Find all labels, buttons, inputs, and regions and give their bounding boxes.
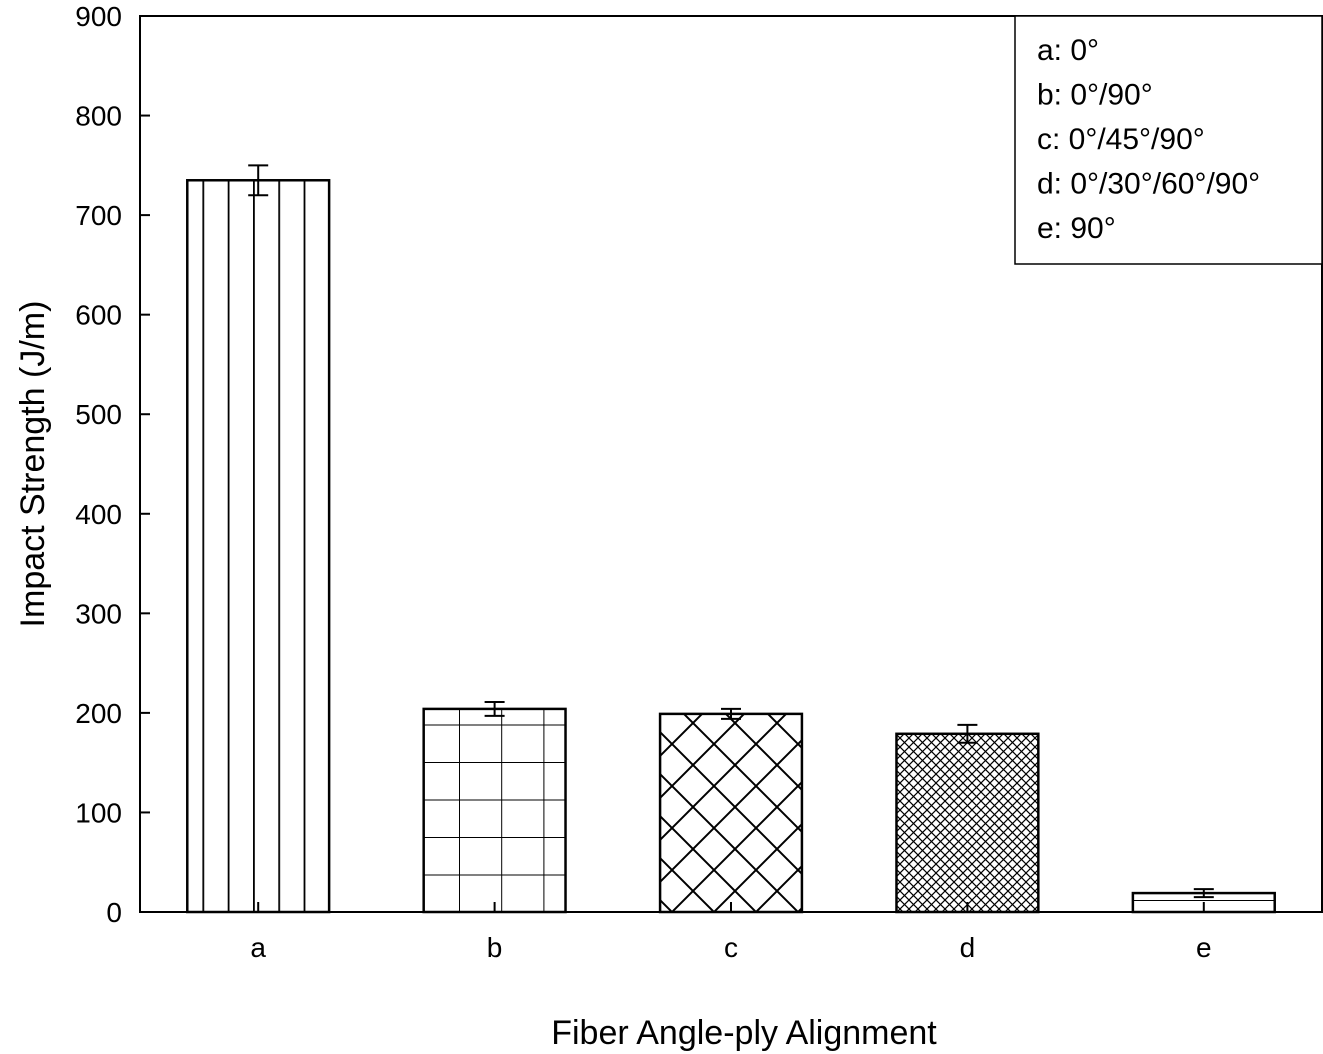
x-tick-label-d: d xyxy=(960,932,976,963)
x-tick-label-b: b xyxy=(487,932,503,963)
y-tick-label: 900 xyxy=(75,1,122,32)
legend-entry: c: 0°/45°/90° xyxy=(1037,123,1205,156)
y-tick-label: 800 xyxy=(75,101,122,132)
bar-c xyxy=(658,712,804,914)
y-tick-label: 500 xyxy=(75,399,122,430)
bar-a xyxy=(186,179,331,914)
legend-entry: d: 0°/30°/60°/90° xyxy=(1037,168,1260,201)
bars-group xyxy=(186,164,1276,914)
y-axis: 0 100 200 300 400 500 600 700 800 900 xyxy=(75,1,150,928)
y-tick-label: 600 xyxy=(75,300,122,331)
x-axis: a b c d e xyxy=(250,902,1212,963)
y-tick-label: 100 xyxy=(75,797,122,828)
y-tick-label: 400 xyxy=(75,499,122,530)
x-tick-label-a: a xyxy=(250,932,266,963)
x-tick-label-c: c xyxy=(724,932,738,963)
y-axis-title: Impact Strength (J/m) xyxy=(14,301,52,628)
legend-box xyxy=(1014,15,1323,265)
bar-b xyxy=(422,707,567,914)
legend: a: 0° b: 0°/90° c: 0°/45°/90° d: 0°/30°/60°… xyxy=(1014,15,1323,265)
x-axis-title: Fiber Angle-ply Alignment xyxy=(551,1014,937,1052)
x-tick-label-e: e xyxy=(1196,932,1212,963)
legend-entry: b: 0°/90° xyxy=(1037,79,1153,112)
y-tick-label: 0 xyxy=(106,897,122,928)
y-tick-label: 200 xyxy=(75,698,122,729)
bar-d xyxy=(895,732,1040,914)
legend-entry: a: 0° xyxy=(1037,34,1099,67)
legend-entry: e: 90° xyxy=(1037,212,1116,245)
y-tick-label: 700 xyxy=(75,200,122,231)
y-tick-label: 300 xyxy=(75,598,122,629)
